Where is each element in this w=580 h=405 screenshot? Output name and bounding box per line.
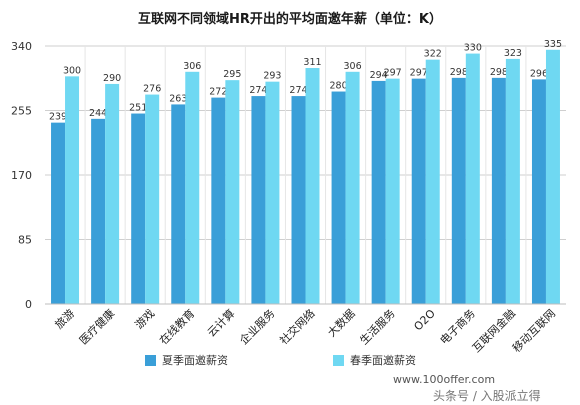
bar <box>171 104 186 304</box>
data-label: 274 <box>249 85 267 96</box>
data-label: 244 <box>89 108 107 119</box>
x-tick-label: 大数据 <box>324 306 357 339</box>
data-label: 297 <box>384 68 402 79</box>
x-tick-label: 医疗健康 <box>76 306 117 347</box>
bar <box>265 81 280 304</box>
legend-item-spring: 春季面邀薪资 <box>333 352 416 368</box>
data-label: 298 <box>450 67 468 78</box>
y-tick-label: 340 <box>11 40 32 53</box>
legend-swatch-spring <box>333 354 344 366</box>
data-label: 251 <box>129 103 147 114</box>
bar <box>105 83 120 304</box>
data-label: 272 <box>209 87 227 98</box>
x-tick-label: 生活服务 <box>357 306 398 347</box>
x-tick-label: 游戏 <box>133 307 158 332</box>
bar <box>545 49 560 305</box>
data-label: 306 <box>344 61 362 72</box>
bar <box>251 96 266 304</box>
bar <box>225 80 240 304</box>
x-tick-label: 云计算 <box>204 306 237 339</box>
x-tick-label: 电子商务 <box>437 306 478 347</box>
x-tick-label: 企业服务 <box>237 306 278 347</box>
data-label: 330 <box>464 43 482 54</box>
legend-label-summer: 夏季面邀薪资 <box>162 354 228 367</box>
y-tick-label: 0 <box>25 298 32 311</box>
bar <box>131 113 146 304</box>
chart-title: 互联网不同领域HR开出的平均面邀年薪（单位：K） <box>138 12 442 27</box>
data-label: 276 <box>143 84 161 95</box>
x-tick-label: O2O <box>411 307 438 334</box>
y-tick-label: 85 <box>18 234 32 247</box>
bar <box>65 76 80 305</box>
data-label: 294 <box>370 70 388 81</box>
y-tick-label: 170 <box>11 169 32 182</box>
data-label: 263 <box>169 93 187 104</box>
data-label: 296 <box>530 68 548 79</box>
bar <box>385 78 400 304</box>
x-tick-label: 旅游 <box>52 306 77 331</box>
x-tick-label: 移动互联网 <box>510 307 558 355</box>
data-label: 280 <box>330 81 348 92</box>
legend-label-spring: 春季面邀薪资 <box>350 354 416 367</box>
bar <box>491 77 506 304</box>
data-label: 295 <box>223 69 241 80</box>
data-label: 297 <box>410 68 428 79</box>
bar <box>331 91 346 304</box>
bar <box>51 122 66 304</box>
bar <box>505 58 520 305</box>
data-label: 298 <box>490 67 508 78</box>
data-label: 290 <box>103 73 121 84</box>
bar <box>411 78 426 304</box>
y-tick-label: 255 <box>11 105 32 118</box>
x-tick-label: 在线教育 <box>156 306 197 347</box>
bar <box>531 79 546 304</box>
bar <box>345 71 360 304</box>
bar <box>425 59 440 304</box>
data-label: 306 <box>183 61 201 72</box>
legend-swatch-summer <box>145 354 156 366</box>
data-label: 335 <box>544 39 562 50</box>
watermark: 头条号 / 入股派立得 <box>433 389 541 403</box>
data-label: 239 <box>49 112 67 123</box>
bar <box>465 53 480 305</box>
data-label: 311 <box>303 57 321 68</box>
bar <box>451 77 466 304</box>
bar <box>305 68 320 304</box>
bar <box>211 97 226 304</box>
legend-item-summer: 夏季面邀薪资 <box>145 352 228 368</box>
source-website: www.100offer.com <box>393 373 496 386</box>
data-label: 300 <box>63 65 81 76</box>
data-label: 323 <box>504 48 522 59</box>
bar <box>185 71 200 304</box>
bar <box>291 96 306 304</box>
bar <box>371 80 386 304</box>
x-tick-label: 社交网络 <box>277 306 318 347</box>
bar <box>145 94 160 305</box>
data-label: 274 <box>289 85 307 96</box>
bar <box>91 118 106 304</box>
data-label: 293 <box>263 71 281 82</box>
data-label: 322 <box>424 49 442 60</box>
